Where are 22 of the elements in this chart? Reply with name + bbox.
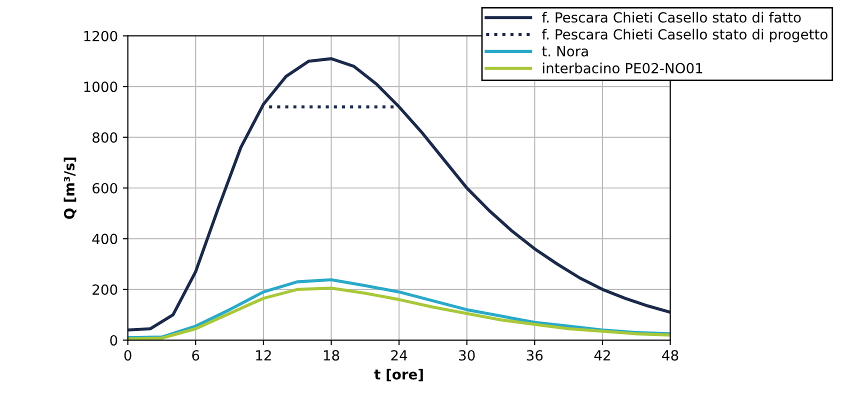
y-tick-label: 600: [92, 182, 118, 194]
y-tick-label: 800: [92, 132, 118, 143]
y-tick-label: 1200: [84, 30, 118, 42]
x-tick-label: 30: [459, 350, 475, 361]
y-tick-label: 400: [92, 234, 118, 244]
x-tick-label: 48: [662, 350, 678, 361]
x-axis-title: t [ore]: [374, 368, 423, 382]
x-tick-label: 24: [391, 350, 408, 360]
legend-label: t. Nora: [542, 46, 588, 56]
x-tick-label: 36: [526, 350, 543, 361]
y-axis-title: Q [m³/s]: [64, 158, 76, 219]
x-tick-label: 42: [594, 350, 610, 360]
x-tick-label: 12: [256, 350, 271, 360]
legend-label: f. Pescara Chieti Casello stato di fatto: [542, 12, 801, 23]
y-tick-label: 1000: [84, 82, 118, 92]
legend-label: f. Pescara Chieti Casello stato di progetto: [542, 28, 828, 42]
y-tick-label: 0: [110, 335, 118, 346]
x-tick-label: 0: [124, 350, 132, 361]
y-tick-label: 200: [92, 284, 118, 295]
x-tick-label: 6: [192, 350, 200, 361]
legend-label: interbacino PE02-NO01: [543, 62, 702, 74]
x-tick-label: 18: [324, 350, 340, 361]
